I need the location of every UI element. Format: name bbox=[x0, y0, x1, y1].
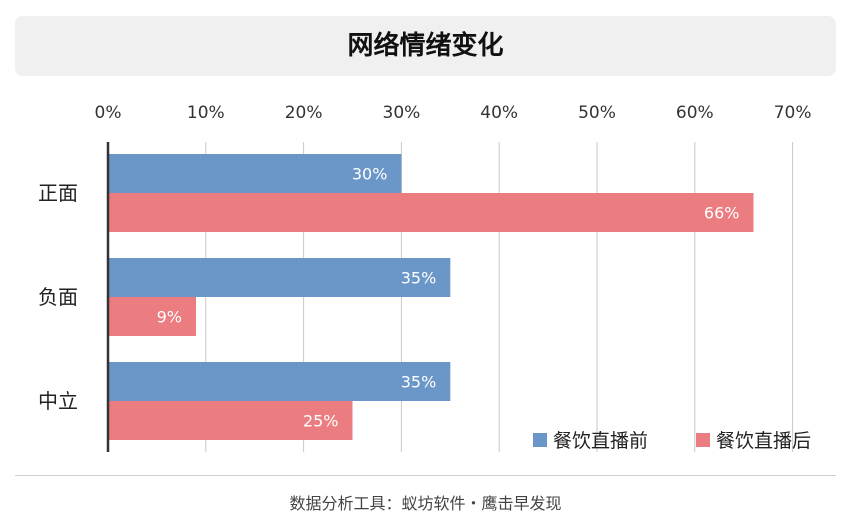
title-panel: 网络情绪变化 bbox=[15, 16, 836, 76]
x-tick-label: 30% bbox=[383, 103, 421, 123]
data-label: 30% bbox=[352, 165, 388, 184]
bar bbox=[108, 258, 451, 297]
data-label: 35% bbox=[401, 373, 437, 392]
data-label: 35% bbox=[401, 269, 437, 288]
x-tick-label: 20% bbox=[285, 103, 323, 123]
data-label: 9% bbox=[157, 308, 182, 327]
x-tick-label: 0% bbox=[95, 103, 122, 123]
bar bbox=[108, 193, 754, 232]
x-tick-label: 40% bbox=[480, 103, 518, 123]
legend-label: 餐饮直播前 bbox=[553, 430, 648, 452]
legend-swatch bbox=[696, 433, 710, 447]
chart-title: 网络情绪变化 bbox=[347, 31, 504, 61]
footer-source: 数据分析工具：蚁坊软件・鹰击早发现 bbox=[289, 494, 562, 513]
data-label: 25% bbox=[303, 412, 339, 431]
footer-divider bbox=[15, 475, 836, 476]
y-category-label: 正面 bbox=[38, 181, 78, 205]
bar bbox=[108, 297, 197, 336]
legend: 餐饮直播前 餐饮直播后 bbox=[533, 430, 811, 452]
legend-label: 餐饮直播后 bbox=[716, 430, 811, 452]
x-tick-label: 50% bbox=[578, 103, 616, 123]
bars: 30% 66% 35% 9% 35% 25% bbox=[108, 154, 754, 440]
y-category-label: 中立 bbox=[38, 389, 78, 413]
data-label: 66% bbox=[704, 204, 740, 223]
bar bbox=[108, 401, 353, 440]
bar bbox=[108, 362, 451, 401]
x-tick-label: 10% bbox=[187, 103, 225, 123]
x-tick-label: 70% bbox=[774, 103, 812, 123]
bar bbox=[108, 154, 402, 193]
legend-swatch bbox=[533, 433, 547, 447]
x-tick-label: 60% bbox=[676, 103, 714, 123]
y-category-label: 负面 bbox=[38, 285, 78, 309]
